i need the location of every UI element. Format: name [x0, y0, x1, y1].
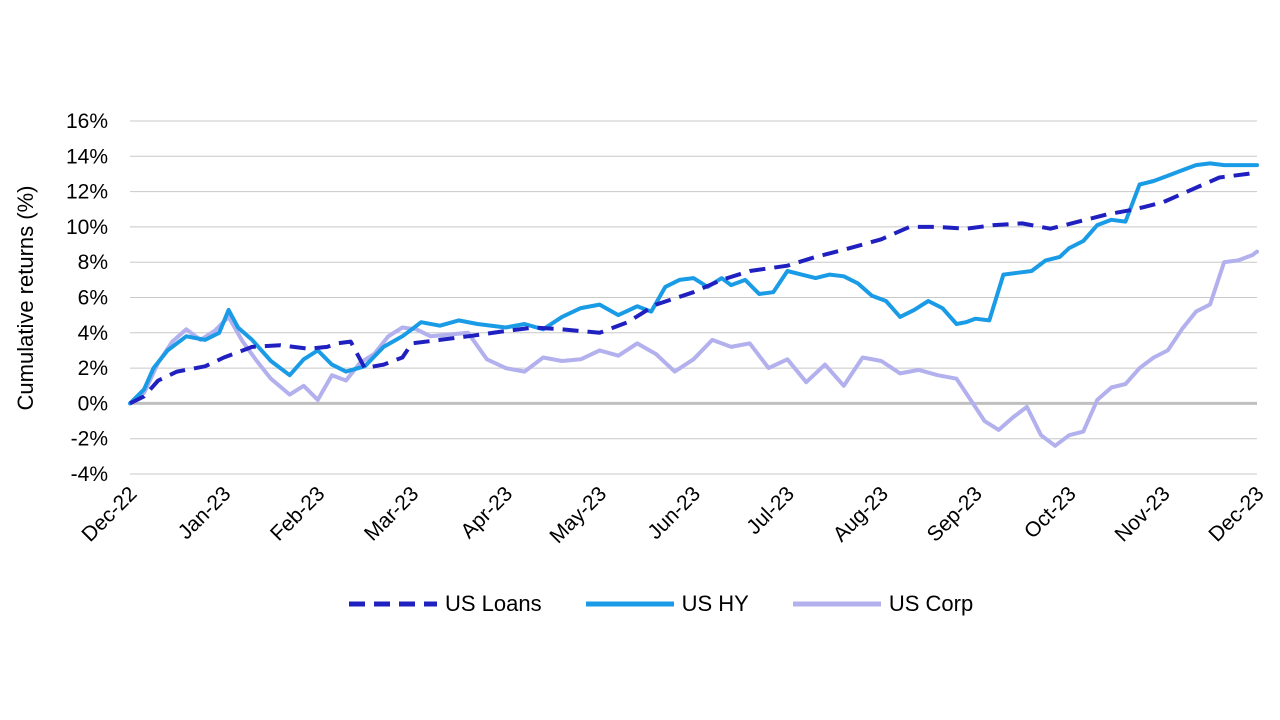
y-tick-label: 10% [66, 216, 108, 239]
x-tick-label: Feb-23 [266, 482, 329, 545]
x-tick-label: Nov-23 [1110, 482, 1174, 546]
x-tick-label: Jul-23 [742, 482, 799, 539]
x-tick-label: May-23 [545, 482, 611, 548]
y-tick-label: 0% [78, 392, 108, 415]
legend-label-us-loans: US Loans [445, 591, 542, 616]
legend-item-us-corp: US Corp [789, 586, 973, 622]
x-tick-label: Jan-23 [174, 482, 236, 544]
x-tick-label: Mar-23 [360, 482, 423, 545]
y-axis-label: Cumulative returns (%) [13, 186, 38, 411]
legend-item-us-loans: US Loans [345, 586, 542, 622]
y-tick-label: 8% [78, 251, 108, 274]
legend-label-us-hy: US HY [681, 591, 749, 616]
legend-swatch-us-hy [585, 601, 674, 607]
y-axis-ticks: 16% 14% 12% 10% 8% 6% 4% 2% 0% -2% -4% [66, 110, 108, 486]
gridlines [130, 120, 1257, 475]
x-tick-label: Dec-22 [77, 482, 141, 546]
y-tick-label: -4% [71, 463, 108, 486]
legend-item-us-hy: US HY [582, 586, 749, 622]
y-tick-label: 4% [78, 322, 108, 345]
series-line-us-loans [129, 170, 1258, 406]
x-tick-label: Sep-23 [923, 482, 987, 546]
x-tick-label: Oct-23 [1020, 482, 1081, 543]
y-tick-label: 2% [78, 357, 108, 380]
x-tick-label: Jun-23 [643, 482, 705, 544]
x-tick-label: Aug-23 [829, 482, 893, 546]
legend: US Loans US HY US Corp [345, 586, 1013, 622]
y-tick-label: -2% [71, 428, 108, 451]
x-tick-label: Dec-23 [1204, 482, 1268, 546]
series-lines [128, 161, 1259, 448]
y-tick-label: 12% [66, 181, 108, 204]
legend-swatch-us-loans [349, 601, 437, 607]
series-line-us-hy [128, 161, 1259, 406]
series-line-us-corp [128, 249, 1259, 448]
y-tick-label: 16% [66, 110, 108, 133]
legend-label-us-corp: US Corp [888, 591, 974, 616]
legend-swatch-us-corp [792, 601, 881, 607]
y-tick-label: 6% [78, 287, 108, 310]
x-axis-ticks: Dec-22 Jan-23 Feb-23 Mar-23 Apr-23 May-23 Jun-… [77, 482, 1268, 548]
y-tick-label: 14% [66, 145, 108, 168]
x-tick-label: Apr-23 [456, 482, 517, 543]
